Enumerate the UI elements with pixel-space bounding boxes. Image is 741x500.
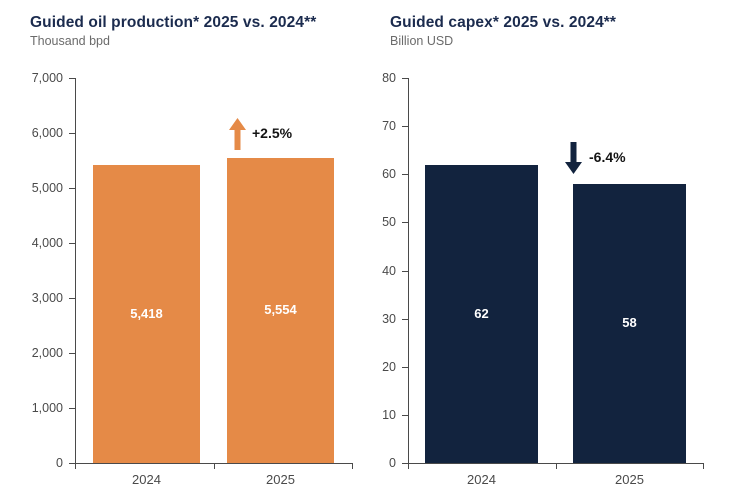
- oil-production-chart-unit-label: Thousand bpd: [30, 34, 110, 48]
- y-tick-mark: [402, 126, 408, 128]
- y-tick-label: 60: [382, 167, 396, 182]
- bar-2024: [93, 165, 200, 463]
- bar-value-label: 5,554: [264, 302, 297, 318]
- y-tick-label: 50: [382, 215, 396, 230]
- y-tick-mark: [402, 318, 408, 320]
- category-label: 2024: [132, 472, 161, 487]
- x-tick-mark: [408, 463, 409, 469]
- y-tick-label: 2,000: [31, 346, 63, 360]
- decrease-arrow-icon: [565, 141, 582, 174]
- y-tick-mark: [402, 463, 408, 464]
- oil-production-chart-title: Guided oil production* 2025 vs. 2024**: [30, 14, 317, 31]
- bar-value-label: 58: [622, 315, 637, 331]
- increase-arrow-icon: [229, 117, 246, 150]
- y-tick-label: 30: [382, 311, 396, 326]
- x-tick-mark: [555, 463, 557, 469]
- x-tick-mark: [703, 463, 704, 469]
- category-label: 2024: [467, 472, 496, 487]
- y-tick-mark: [402, 414, 408, 416]
- y-tick-mark: [402, 78, 408, 79]
- x-tick-mark: [213, 463, 215, 469]
- y-tick-label: 70: [382, 119, 396, 134]
- y-tick-mark: [69, 188, 75, 189]
- y-tick-label: 10: [382, 407, 396, 422]
- y-tick-label: 20: [382, 359, 396, 374]
- capex-chart-title: Guided capex* 2025 vs. 2024**: [390, 14, 617, 31]
- y-tick-label: 6,000: [31, 126, 63, 140]
- y-tick-mark: [69, 78, 75, 79]
- y-tick-mark: [69, 463, 75, 464]
- bar-2024: [425, 164, 538, 463]
- y-tick-mark: [69, 298, 75, 299]
- bar-value-label: 62: [474, 305, 489, 321]
- y-tick-label: 0: [56, 456, 63, 470]
- y-tick-mark: [402, 366, 408, 368]
- bar-2025: [227, 157, 334, 463]
- y-tick-label: 7,000: [31, 71, 63, 85]
- bar-2025: [573, 183, 686, 463]
- category-label: 2025: [266, 472, 295, 487]
- y-axis-line: [408, 78, 409, 464]
- y-tick-mark: [69, 243, 75, 244]
- y-tick-label: 3,000: [31, 291, 63, 305]
- y-tick-label: 40: [382, 263, 396, 278]
- y-tick-mark: [69, 353, 75, 354]
- y-axis-line: [75, 78, 76, 464]
- y-tick-label: 80: [382, 71, 396, 85]
- change-percent-label: +2.5%: [252, 124, 293, 141]
- y-tick-mark: [69, 133, 75, 134]
- y-tick-mark: [402, 270, 408, 272]
- x-tick-mark: [75, 463, 76, 469]
- bar-value-label: 5,418: [130, 306, 163, 321]
- y-tick-label: 4,000: [31, 236, 63, 250]
- category-label: 2025: [615, 472, 644, 487]
- x-tick-mark: [352, 463, 353, 469]
- change-percent-label: -6.4%: [589, 148, 626, 165]
- capex-chart-unit-label: Billion USD: [390, 34, 454, 48]
- y-tick-label: 1,000: [31, 401, 63, 415]
- y-tick-mark: [402, 174, 408, 176]
- y-tick-mark: [402, 222, 408, 224]
- y-tick-label: 0: [389, 456, 396, 470]
- y-tick-label: 5,000: [31, 181, 63, 195]
- y-tick-mark: [69, 408, 75, 409]
